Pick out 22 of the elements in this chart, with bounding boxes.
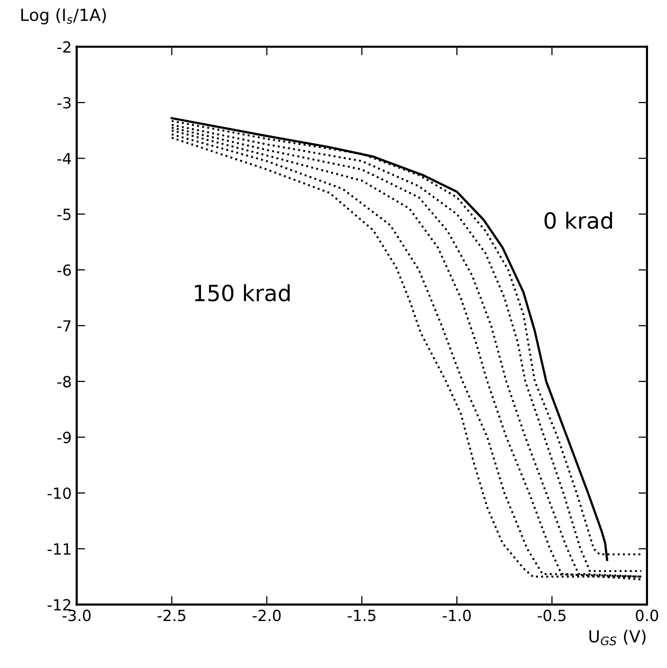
y-tick-label: -2 (57, 41, 70, 53)
x-tick-label: -2.0 (252, 610, 281, 622)
x-axis-title: U$_{GS}$ (V) (589, 630, 646, 646)
x-tick-label: -0.5 (538, 610, 566, 622)
x-tick-label: -1.0 (442, 610, 471, 622)
y-tick-label: -12 (48, 599, 70, 610)
y-axis-title: Log (I$_{s}$/1A) (21, 8, 106, 24)
y-tick-label: -5 (57, 208, 71, 220)
y-tick-label: -10 (48, 487, 71, 500)
x-tick-label: -3.0 (62, 610, 91, 622)
x-tick-label: -2.5 (158, 610, 186, 622)
x-tick-label: -1.5 (348, 610, 376, 622)
y-tick-label: -6 (57, 264, 71, 276)
x-tick-label: 0.0 (636, 610, 658, 622)
y-tick-label: -8 (57, 376, 71, 388)
y-tick-label: -4 (57, 152, 71, 164)
annotation: 150 krad (194, 284, 290, 302)
y-tick-label: -3 (57, 97, 71, 109)
y-tick-label: -11 (48, 543, 70, 555)
annotation: 0 krad (544, 212, 612, 229)
y-tick-label: -9 (57, 432, 71, 444)
y-tick-label: -7 (57, 320, 71, 332)
